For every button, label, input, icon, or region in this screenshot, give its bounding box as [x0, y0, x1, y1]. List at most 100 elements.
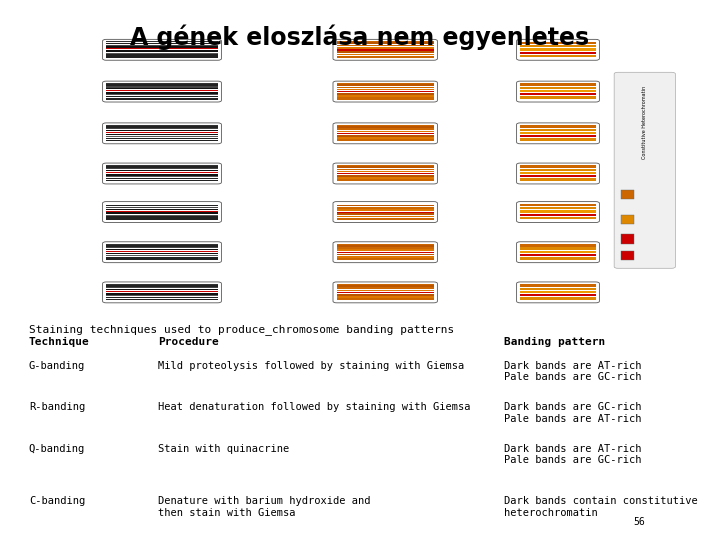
Bar [337, 97, 433, 99]
Bar [107, 212, 218, 214]
Text: Dark bands are AT-rich
Pale bands are GC-rich: Dark bands are AT-rich Pale bands are GC… [504, 444, 642, 465]
Bar [337, 83, 433, 84]
Bar [337, 42, 433, 44]
Bar [521, 51, 596, 53]
Bar [107, 208, 218, 210]
Bar [107, 45, 218, 46]
Bar [521, 125, 596, 127]
Bar [107, 46, 218, 48]
FancyBboxPatch shape [517, 282, 599, 303]
Text: Dark bands contain constitutive
heterochromatin: Dark bands contain constitutive heteroch… [504, 496, 698, 518]
Text: 56: 56 [634, 517, 645, 527]
Bar [107, 90, 218, 91]
Bar [337, 179, 433, 181]
Bar [107, 204, 218, 205]
FancyBboxPatch shape [103, 201, 222, 222]
Bar [107, 83, 218, 84]
Bar [337, 244, 433, 245]
FancyBboxPatch shape [333, 81, 438, 102]
Bar [337, 137, 433, 139]
Bar [521, 207, 596, 210]
FancyBboxPatch shape [103, 242, 222, 262]
Text: Constitutive Heterochromatin: Constitutive Heterochromatin [642, 85, 647, 159]
Bar [337, 213, 433, 215]
Text: Heat denaturation followed by staining with Giemsa: Heat denaturation followed by staining w… [158, 402, 471, 412]
Bar [107, 289, 218, 291]
Bar [107, 251, 218, 252]
Bar [521, 211, 596, 213]
Text: Dark bands are AT-rich
Pale bands are GC-rich: Dark bands are AT-rich Pale bands are GC… [504, 361, 642, 382]
Bar [621, 214, 634, 224]
Bar [107, 285, 218, 287]
Bar [337, 289, 433, 291]
Bar [337, 177, 433, 179]
Bar [521, 288, 596, 290]
Bar [107, 259, 218, 260]
Bar [107, 207, 218, 208]
FancyBboxPatch shape [614, 72, 675, 268]
Bar [107, 138, 218, 139]
Bar [107, 284, 218, 285]
Bar [337, 209, 433, 211]
Bar [107, 287, 218, 288]
Bar [337, 252, 433, 253]
Bar [521, 251, 596, 253]
Bar [337, 247, 433, 249]
Bar [107, 172, 218, 173]
Bar [337, 204, 433, 205]
Bar [107, 178, 218, 179]
Text: Dark bands are GC-rich
Pale bands are AT-rich: Dark bands are GC-rich Pale bands are AT… [504, 402, 642, 424]
Bar [107, 291, 218, 292]
Bar [337, 93, 433, 94]
Bar [521, 129, 596, 131]
Bar [107, 132, 218, 133]
Bar [337, 287, 433, 289]
Bar [337, 126, 433, 127]
Bar [107, 43, 218, 44]
FancyBboxPatch shape [103, 39, 222, 60]
Bar [337, 84, 433, 86]
Bar [107, 299, 218, 300]
FancyBboxPatch shape [103, 282, 222, 303]
FancyBboxPatch shape [333, 123, 438, 144]
FancyBboxPatch shape [103, 123, 222, 144]
Text: A gének eloszlása nem egyenletes: A gének eloszlása nem egyenletes [130, 24, 590, 50]
Bar [337, 296, 433, 298]
FancyBboxPatch shape [517, 39, 599, 60]
Bar [521, 90, 596, 92]
Text: Procedure: Procedure [158, 336, 219, 347]
Bar [337, 96, 433, 97]
Bar [107, 139, 218, 141]
Bar [337, 125, 433, 126]
Bar [107, 256, 218, 258]
Bar [107, 56, 218, 58]
Bar [107, 244, 218, 245]
Bar [107, 136, 218, 137]
Bar [337, 135, 433, 137]
Bar [337, 285, 433, 287]
Bar [107, 174, 218, 176]
Bar [337, 53, 433, 55]
Bar [107, 130, 218, 131]
FancyBboxPatch shape [333, 201, 438, 222]
Bar [107, 94, 218, 96]
Bar [337, 166, 433, 168]
Bar [521, 93, 596, 96]
FancyBboxPatch shape [333, 163, 438, 184]
Bar [521, 48, 596, 51]
Bar [337, 205, 433, 206]
Bar [107, 84, 218, 86]
FancyBboxPatch shape [517, 123, 599, 144]
Bar [521, 284, 596, 287]
FancyBboxPatch shape [103, 81, 222, 102]
Bar [337, 249, 433, 251]
Bar [337, 49, 433, 51]
Bar [337, 129, 433, 130]
Bar [107, 217, 218, 218]
Bar [337, 258, 433, 260]
Bar [107, 255, 218, 256]
FancyBboxPatch shape [333, 282, 438, 303]
Bar [107, 88, 218, 90]
FancyBboxPatch shape [517, 163, 599, 184]
Bar [107, 215, 218, 216]
